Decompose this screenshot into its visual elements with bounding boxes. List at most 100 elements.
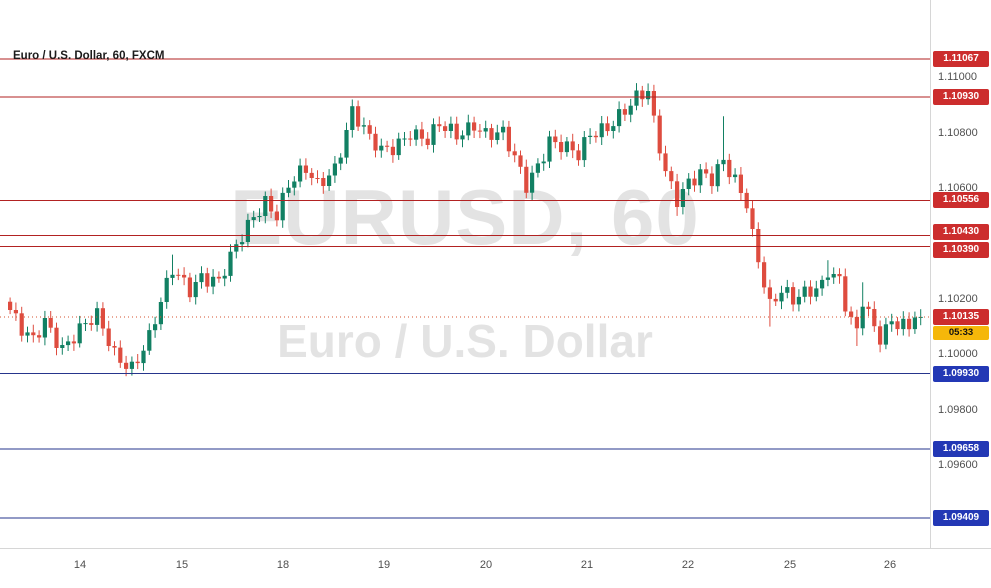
candle — [669, 166, 674, 189]
candle — [135, 354, 140, 370]
candle — [756, 222, 761, 269]
candle — [419, 121, 424, 147]
candle — [727, 153, 732, 185]
candle — [709, 166, 714, 194]
price-tick-label: 1.09600 — [938, 458, 978, 471]
candle — [211, 269, 216, 295]
candle — [762, 256, 767, 294]
candle — [472, 116, 477, 138]
candle — [791, 282, 796, 312]
candle — [605, 116, 610, 136]
candle — [350, 99, 355, 138]
candle — [25, 326, 30, 343]
candle — [912, 311, 917, 334]
candle — [379, 138, 384, 158]
candle — [593, 131, 598, 143]
chart-pane[interactable]: EURUSD, 60 Euro / U.S. Dollar Euro / U.S… — [0, 0, 930, 548]
time-axis[interactable]: 14 15 18 19 20 21 22 25 26 — [0, 548, 991, 588]
candle — [309, 168, 314, 186]
candle — [425, 132, 430, 150]
candle — [66, 335, 71, 351]
candle — [437, 116, 442, 132]
candle — [901, 311, 906, 336]
time-tick-label: 25 — [783, 559, 797, 571]
candle — [767, 279, 772, 327]
level-price-badge: 1.10430 — [933, 224, 989, 241]
candle — [390, 139, 395, 163]
candle — [576, 144, 581, 166]
candle — [907, 312, 912, 337]
price-axis[interactable]: 1.10135 05:33 1.11000 1.10800 1.10600 1.102… — [930, 0, 991, 548]
candle — [501, 120, 506, 141]
candle — [402, 132, 407, 146]
candle — [60, 337, 65, 355]
candle — [263, 191, 268, 224]
symbol-legend[interactable]: Euro / U.S. Dollar, 60, FXCM — [13, 50, 165, 62]
candle — [524, 159, 529, 199]
candle — [878, 320, 883, 353]
level-price-badge: 1.10390 — [933, 242, 989, 259]
candle — [495, 124, 500, 145]
time-tick-label: 26 — [883, 559, 897, 571]
candle — [466, 114, 471, 141]
candle — [274, 204, 279, 227]
candle — [611, 120, 616, 139]
candle — [234, 239, 239, 259]
candle — [675, 173, 680, 216]
candle — [599, 116, 604, 145]
candle — [83, 318, 88, 331]
candle — [147, 323, 152, 355]
candle — [54, 322, 59, 356]
candle — [431, 118, 436, 153]
candle — [692, 170, 697, 192]
candle — [257, 208, 262, 222]
level-price-badge: 1.10930 — [933, 88, 989, 105]
candle — [48, 311, 53, 333]
candle — [414, 125, 419, 146]
candle — [802, 280, 807, 303]
candle — [19, 306, 24, 342]
candle — [750, 200, 755, 237]
candle — [872, 301, 877, 332]
candles-layer — [8, 83, 923, 377]
level-price-badge: 1.09658 — [933, 440, 989, 457]
price-tick-label: 1.10200 — [938, 292, 978, 305]
candle — [883, 317, 888, 350]
candle — [564, 137, 569, 157]
candle — [646, 83, 651, 105]
candle — [535, 158, 540, 178]
candle — [460, 130, 465, 148]
price-tick-label: 1.10800 — [938, 126, 978, 139]
candle — [141, 345, 146, 371]
candle — [216, 271, 221, 283]
candle — [251, 210, 256, 228]
candle — [831, 267, 836, 284]
time-tick-label: 14 — [73, 559, 87, 571]
candle — [454, 116, 459, 145]
candle — [617, 101, 622, 133]
candle — [280, 187, 285, 228]
time-tick-label: 22 — [681, 559, 695, 571]
candle — [889, 313, 894, 332]
price-tick-label: 1.09800 — [938, 403, 978, 416]
candle — [408, 131, 413, 147]
candle — [686, 173, 691, 196]
candle — [814, 280, 819, 302]
candle — [13, 302, 18, 321]
candle — [338, 153, 343, 171]
candle — [31, 324, 36, 343]
candle — [512, 143, 517, 163]
candle — [628, 98, 633, 123]
candle — [106, 320, 111, 352]
candle — [837, 268, 842, 284]
bar-countdown-badge: 05:33 — [933, 325, 989, 340]
candle — [547, 130, 552, 168]
price-tick-label: 1.11000 — [938, 71, 977, 84]
candle — [95, 301, 100, 332]
candle — [315, 170, 320, 184]
candle — [657, 109, 662, 161]
candle — [89, 315, 94, 331]
candle — [269, 188, 274, 219]
candle — [733, 168, 738, 183]
